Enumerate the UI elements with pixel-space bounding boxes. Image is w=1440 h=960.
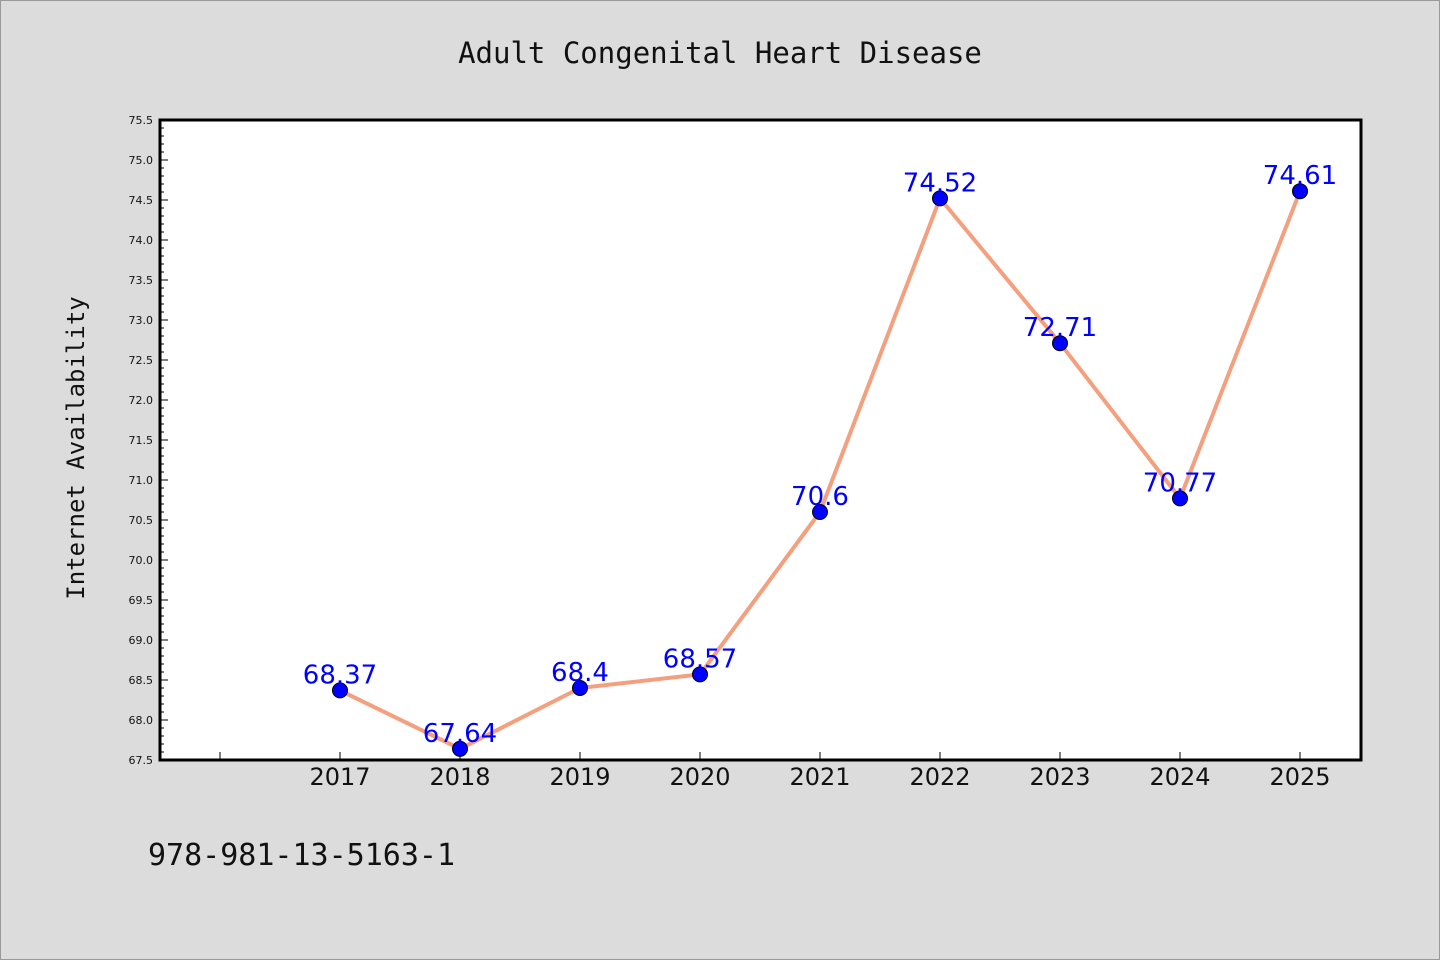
data-point (692, 666, 708, 683)
x-tick-label: 2017 (309, 763, 370, 791)
data-point (1052, 335, 1068, 352)
data-label: 74.61 (1263, 161, 1337, 191)
plot-border (158, 118, 1363, 762)
y-tick-label: 74.5 (129, 194, 154, 207)
data-point (932, 190, 948, 207)
y-tick-label: 70.5 (129, 514, 154, 527)
plot-area (160, 120, 1361, 760)
y-tick-label: 75.5 (129, 114, 154, 127)
x-tick-label: 2019 (549, 763, 610, 791)
data-point (332, 682, 348, 699)
x-tick-label: 2018 (429, 763, 490, 791)
data-point (572, 680, 588, 696)
x-tick-label: 2021 (789, 763, 850, 791)
data-label: 68.57 (663, 644, 737, 674)
data-label: 68.37 (303, 660, 377, 690)
data-point (1292, 183, 1308, 200)
data-point (812, 504, 828, 520)
y-tick-label: 69.5 (129, 594, 154, 607)
x-tick-label: 2022 (909, 763, 970, 791)
x-tick-label: 2020 (669, 763, 730, 791)
y-tick-label: 67.5 (129, 754, 154, 767)
y-tick-label: 72.0 (129, 394, 154, 407)
y-tick-label: 74.0 (129, 234, 154, 247)
y-tick-label: 69.0 (129, 634, 154, 647)
y-tick-label: 68.0 (129, 714, 154, 727)
y-axis: 67.5 68.0 68.5 69.0 69.5 70.0 70.5 71.0 71.5 72.0… (129, 114, 168, 767)
data-labels: 68.37 67.64 68.4 68.57 70.6 74.52 72.71 70.77 74… (303, 161, 1337, 749)
x-axis: 2017 2018 2019 2020 2021 2022 2023 2024 2025 (219, 752, 1331, 791)
data-label: 70.6 (791, 482, 849, 512)
data-label: 67.64 (423, 719, 497, 749)
y-tick-label: 73.5 (129, 274, 154, 287)
y-tick-label: 72.5 (129, 354, 154, 367)
y-tick-label: 71.0 (129, 474, 154, 487)
data-point (1172, 490, 1188, 507)
y-tick-label: 73.0 (129, 314, 154, 327)
chart-title: Adult Congenital Heart Disease (458, 36, 982, 70)
y-axis-label: Internet Availability (62, 296, 90, 599)
data-label: 74.52 (903, 168, 977, 198)
y-tick-label: 70.0 (129, 554, 154, 567)
y-tick-label: 71.5 (129, 434, 154, 447)
data-label: 70.77 (1143, 468, 1217, 498)
data-label: 68.4 (551, 658, 609, 688)
data-point (452, 740, 468, 757)
data-label: 72.71 (1023, 313, 1097, 343)
x-tick-label: 2023 (1029, 763, 1090, 791)
y-tick-label: 75.0 (129, 154, 154, 167)
x-tick-label: 2025 (1269, 763, 1330, 791)
footer-isbn: 978-981-13-5163-1 (148, 838, 455, 873)
data-points (332, 183, 1308, 757)
y-tick-label: 68.5 (129, 674, 154, 687)
x-tick-label: 2024 (1149, 763, 1210, 791)
